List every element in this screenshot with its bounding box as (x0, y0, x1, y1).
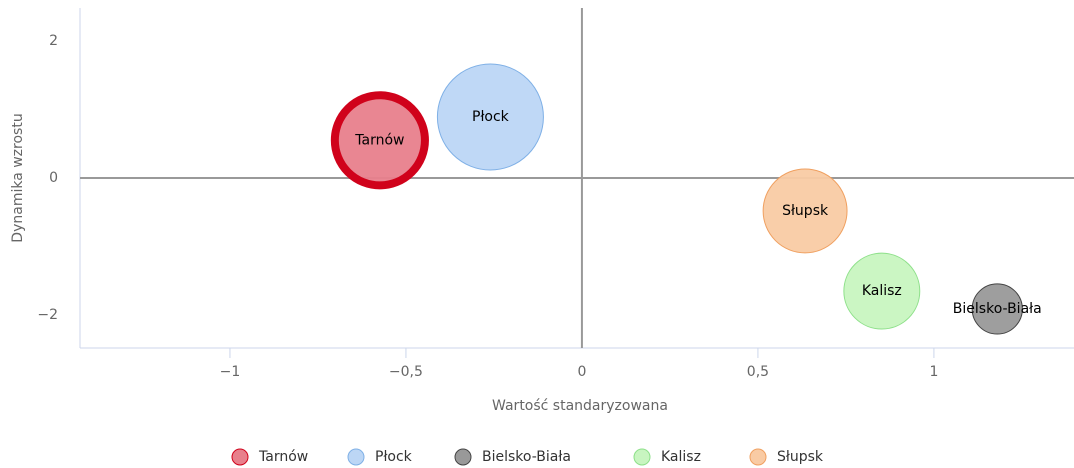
bubble-label: Bielsko-Biała (953, 301, 1042, 317)
bubble-label: Kalisz (862, 283, 902, 299)
legend-swatch (749, 448, 767, 466)
legend-label: Płock (375, 449, 413, 465)
bubble (843, 252, 921, 330)
legend-item[interactable]: Słupsk (749, 448, 824, 466)
legend-label: Tarnów (258, 449, 308, 465)
x-tick-label: 0 (577, 364, 586, 380)
bubble (436, 63, 544, 171)
bubble-label: Tarnów (354, 132, 404, 148)
x-tick-label: 1 (929, 364, 938, 380)
legend-item[interactable]: Płock (347, 448, 413, 466)
y-tick-label: 0 (49, 170, 58, 186)
y-axis-title: Dynamika wzrostu (10, 113, 26, 242)
x-tick-label: 0,5 (747, 364, 769, 380)
legend-item[interactable]: Bielsko-Biała (454, 448, 571, 466)
bubble (971, 283, 1023, 335)
bubble-label: Słupsk (782, 203, 829, 219)
legend-swatch (347, 448, 365, 466)
bubble (762, 168, 848, 254)
legend-swatch (454, 448, 472, 466)
x-tick-label: −0,5 (389, 364, 423, 380)
legend-label: Słupsk (777, 449, 824, 465)
y-tick-label: 2 (49, 33, 58, 49)
legend-swatch (231, 448, 249, 466)
legend-label: Kalisz (661, 449, 701, 465)
legend-item[interactable]: Tarnów (231, 448, 308, 466)
y-tick-label: −2 (37, 307, 58, 323)
legend-item[interactable]: Kalisz (633, 448, 701, 466)
x-axis-title: Wartość standaryzowana (492, 398, 668, 414)
bubble-label: Płock (472, 109, 510, 125)
x-tick-label: −1 (220, 364, 241, 380)
bubble (330, 91, 429, 190)
legend-swatch (633, 448, 651, 466)
legend-label: Bielsko-Biała (482, 449, 571, 465)
